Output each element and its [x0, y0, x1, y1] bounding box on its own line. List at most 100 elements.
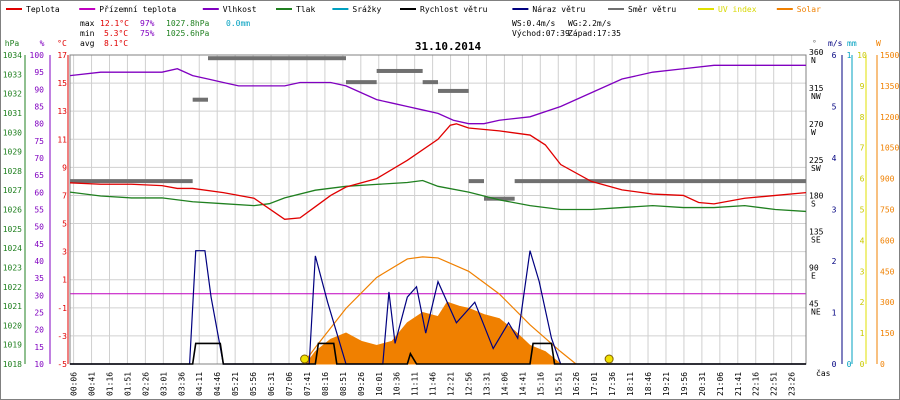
time-tick-label: 02:26 — [141, 372, 150, 396]
temperature-line — [69, 123, 807, 221]
direction-tick-compass: NW — [811, 92, 821, 101]
rain-tick-label: 1 — [847, 51, 852, 60]
humidity-tick-label: 10 — [34, 360, 44, 369]
time-tick-label: 00:06 — [70, 372, 79, 396]
time-tick-label: 01:16 — [105, 372, 114, 396]
legend-label: Přízemní teplota — [99, 5, 176, 14]
time-tick-label: 11:46 — [429, 372, 438, 396]
wind-direction-bar — [346, 80, 377, 85]
time-tick-label: 10:36 — [393, 372, 402, 396]
stat-sunrise: Východ:07:39 — [512, 29, 570, 38]
humidity-tick-label: 100 — [30, 51, 45, 60]
time-tick-label: 05:56 — [249, 372, 258, 396]
direction-tick-degrees: 360 — [809, 48, 824, 57]
direction-tick-compass: SE — [811, 236, 821, 245]
time-tick-label: 22:51 — [770, 372, 779, 396]
time-tick-label: 19:21 — [662, 372, 671, 396]
wind-tick-label: 6 — [832, 51, 837, 60]
temp-tick-label: 1 — [62, 276, 67, 285]
time-tick-label: 07:06 — [285, 372, 294, 396]
temp-tick-label: 5 — [62, 220, 67, 229]
humidity-line — [69, 64, 806, 125]
time-tick-label: 07:41 — [303, 372, 312, 396]
legend-label: Teplota — [26, 5, 60, 14]
direction-tick-degrees: 180 — [809, 192, 824, 201]
rain-tick-label: 0 — [847, 360, 852, 369]
legend-label: Náraz větru — [532, 5, 585, 14]
temp-unit-label: °C — [57, 39, 67, 48]
hpa-tick-label: 1033 — [3, 70, 22, 79]
solar-tick-label: 900 — [880, 175, 895, 184]
sun-marker — [604, 354, 614, 364]
hpa-unit-label: hPa — [5, 39, 20, 48]
hpa-tick-label: 1018 — [3, 360, 22, 369]
time-tick-label: 14:06 — [500, 372, 509, 396]
stat-min-temp: 5.3°C — [104, 29, 128, 38]
direction-tick-degrees: 45 — [809, 299, 819, 308]
uv-tick-label: 9 — [860, 82, 865, 91]
time-tick-label: 23:26 — [788, 372, 797, 396]
wind-gust-line — [70, 250, 806, 365]
time-tick-label: 18:11 — [626, 372, 635, 396]
humidity-tick-label: 95 — [34, 68, 44, 77]
stat-avg-label: avg — [80, 39, 95, 48]
solar-tick-label: 1050 — [880, 144, 899, 153]
solar-tick-label: 750 — [880, 206, 895, 215]
time-tick-label: 12:56 — [465, 372, 474, 396]
humidity-tick-label: 30 — [34, 291, 44, 300]
temp-tick-label: -3 — [57, 332, 67, 341]
time-tick-label: 10:01 — [375, 372, 384, 396]
direction-tick-degrees: 135 — [809, 228, 824, 237]
wind-direction-bar — [422, 80, 438, 85]
time-tick-label: 08:16 — [321, 372, 330, 396]
hpa-tick-label: 1034 — [3, 51, 22, 60]
time-tick-label: 17:36 — [608, 372, 617, 396]
legend-label: Směr větru — [628, 5, 676, 14]
solar-tick-label: 1200 — [880, 113, 899, 122]
wind-direction-bar — [376, 68, 423, 73]
stat-avg-temp: 8.1°C — [104, 39, 128, 48]
time-tick-label: 03:01 — [159, 372, 168, 396]
legend-label: Srážky — [352, 5, 381, 14]
legend-label: Rychlost větru — [420, 5, 488, 14]
hpa-tick-label: 1032 — [3, 90, 22, 99]
hpa-tick-label: 1021 — [3, 302, 22, 311]
time-tick-label: 13:31 — [482, 372, 491, 396]
hpa-tick-label: 1029 — [3, 148, 22, 157]
solar-max-curve — [302, 256, 577, 365]
time-tick-label: 22:16 — [752, 372, 761, 396]
wind-tick-label: 3 — [832, 206, 837, 215]
humidity-tick-label: 20 — [34, 326, 44, 335]
humidity-tick-label: 50 — [34, 223, 44, 232]
wind-direction-bar — [484, 196, 515, 201]
hpa-tick-label: 1024 — [3, 244, 22, 253]
time-tick-label: 01:51 — [123, 372, 132, 396]
hpa-tick-label: 1026 — [3, 206, 22, 215]
direction-tick-compass: S — [811, 200, 816, 209]
direction-tick-compass: N — [811, 56, 816, 65]
sun-marker — [300, 354, 310, 364]
stat-min-label: min — [80, 29, 95, 38]
humidity-tick-label: 85 — [34, 103, 44, 112]
humidity-tick-label: 15 — [34, 343, 44, 352]
legend-label: Tlak — [296, 5, 315, 14]
uv-tick-label: 5 — [860, 206, 865, 215]
wind-direction-bar — [468, 179, 484, 184]
hpa-tick-label: 1019 — [3, 341, 22, 350]
stat-max-temp: 12.1°C — [100, 19, 129, 28]
time-tick-label: 03:36 — [177, 372, 186, 396]
stat-min-pressure: 1025.6hPa — [166, 29, 210, 38]
time-tick-label: 08:51 — [339, 372, 348, 396]
time-tick-label: 21:06 — [716, 372, 725, 396]
temp-tick-label: 7 — [62, 191, 67, 200]
time-tick-label: 20:31 — [698, 372, 707, 396]
humidity-tick-label: 65 — [34, 171, 44, 180]
hpa-tick-label: 1031 — [3, 109, 22, 118]
direction-tick-degrees: 90 — [809, 264, 819, 273]
uv-tick-label: 6 — [860, 175, 865, 184]
uv-tick-label: 4 — [860, 236, 865, 245]
chart-date-title: 31.10.2014 — [415, 40, 482, 53]
humidity-unit-label: % — [40, 39, 45, 48]
solar-area — [305, 301, 563, 365]
solar-tick-label: 450 — [880, 267, 895, 276]
